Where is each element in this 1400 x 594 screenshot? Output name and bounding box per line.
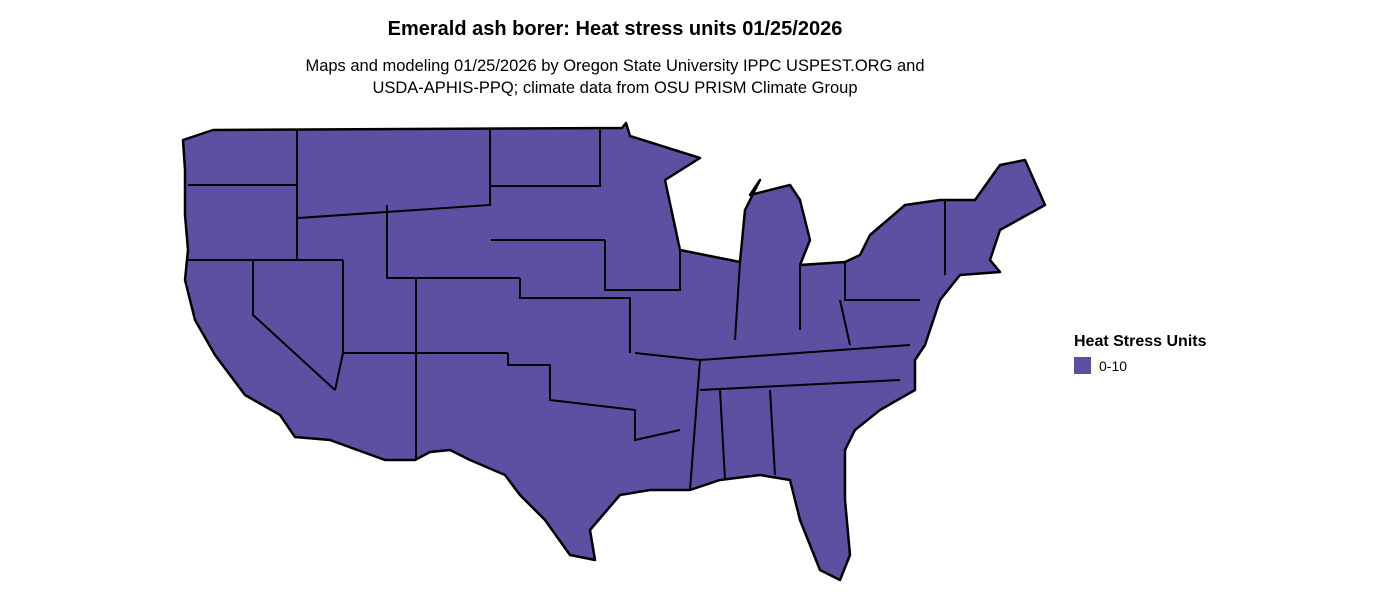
state-border bbox=[187, 130, 946, 491]
state-borders bbox=[187, 130, 946, 491]
legend-label: 0-10 bbox=[1099, 357, 1128, 374]
legend-title: Heat Stress Units bbox=[1074, 333, 1207, 350]
subtitle-line-1: Maps and modeling 01/25/2026 by Oregon S… bbox=[305, 57, 925, 75]
us-outline bbox=[181, 121, 1047, 582]
legend: Heat Stress Units 0-10 bbox=[1074, 333, 1207, 374]
map-subtitle: Maps and modeling 01/25/2026 by Oregon S… bbox=[0, 55, 1230, 99]
legend-item: 0-10 bbox=[1074, 357, 1207, 374]
subtitle-line-2: USDA-APHIS-PPQ; climate data from OSU PR… bbox=[372, 79, 858, 97]
legend-swatch bbox=[1074, 357, 1091, 374]
map-title: Emerald ash borer: Heat stress units 01/… bbox=[387, 18, 843, 40]
